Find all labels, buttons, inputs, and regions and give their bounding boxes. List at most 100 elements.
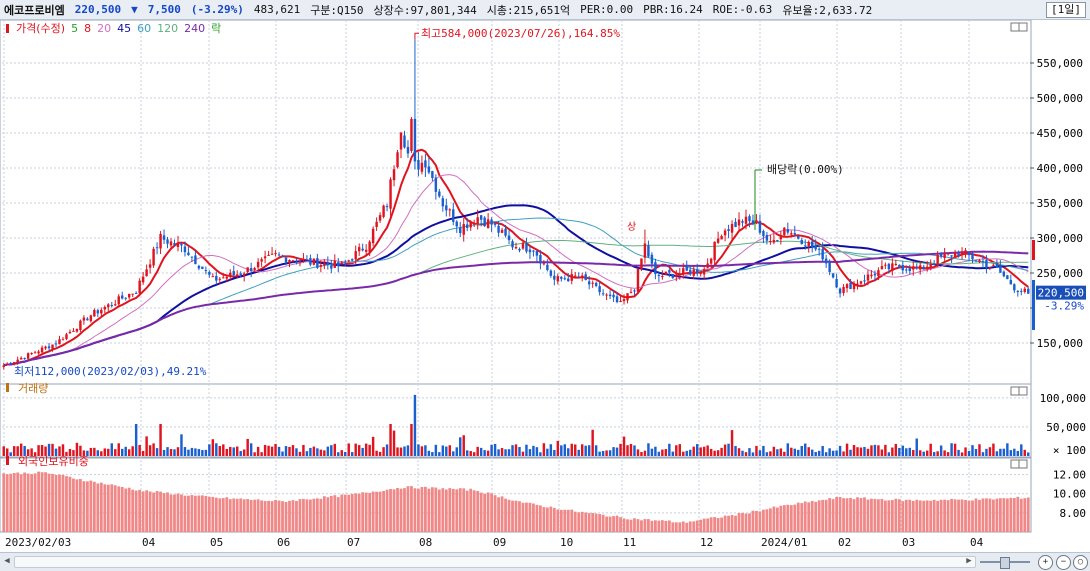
candle-body (330, 265, 333, 269)
volume-bar (270, 446, 274, 456)
zoom-slider-knob[interactable] (1000, 557, 1010, 569)
foreign-bar (497, 497, 500, 532)
volume-bar (392, 430, 396, 456)
candle-body (654, 262, 657, 275)
foreign-tick-label: 12.00 (1053, 469, 1086, 482)
candle-body (183, 246, 187, 253)
foreign-bar (514, 500, 518, 532)
candle-body (229, 272, 232, 277)
volume-bar (121, 448, 124, 456)
volume-bar (218, 446, 222, 456)
foreign-bar (946, 500, 950, 532)
candle-body (347, 260, 350, 262)
foreign-bar (768, 508, 772, 532)
volume-bar (671, 451, 675, 456)
last-price-label: 220,500 (1038, 287, 1084, 300)
foreign-bar (629, 519, 633, 532)
foreign-bar (225, 497, 229, 532)
candle-body (657, 274, 661, 276)
foreign-bar (486, 492, 490, 532)
foreign-bar (1019, 498, 1023, 532)
foreign-bar (981, 498, 985, 532)
candle-body (169, 241, 173, 246)
foreign-bar (727, 515, 730, 532)
volume-bar (361, 447, 364, 456)
foreign-bar (493, 495, 497, 532)
scroll-thumb[interactable] (14, 556, 976, 568)
scroll-left-icon[interactable]: ◀ (4, 556, 10, 566)
zoom-slider[interactable] (980, 557, 1030, 569)
candle-body (824, 258, 828, 264)
volume-bar (842, 451, 845, 456)
zoom-reset-icon[interactable]: ○ (1073, 555, 1088, 570)
candle-body (605, 294, 608, 296)
foreign-bar (37, 471, 40, 532)
candle-body (127, 293, 131, 298)
candle-body (222, 277, 225, 279)
foreign-bar (232, 498, 236, 532)
candle-body (570, 274, 573, 281)
candle-body (755, 220, 758, 224)
volume-bar (1006, 443, 1009, 456)
candle-body (434, 177, 438, 192)
foreign-bar (420, 487, 424, 532)
foreign-bar (699, 519, 703, 532)
zoom-in-icon[interactable]: + (1038, 555, 1053, 570)
candle-body (141, 276, 145, 283)
candle-body (486, 219, 490, 229)
foreign-bar (633, 518, 636, 532)
candle-body (887, 263, 891, 270)
price-range-down-bar (1032, 280, 1035, 330)
chart-scrollbar[interactable]: ◀ ▶ + − ○ (0, 552, 1090, 571)
foreign-bar (211, 496, 215, 532)
foreign-bar (859, 498, 863, 532)
x-axis-label: 04 (142, 536, 156, 549)
foreign-bar (772, 506, 776, 532)
volume-bar (176, 447, 180, 456)
volume-bar (1020, 444, 1023, 456)
foreign-bar (263, 501, 267, 532)
volume-bar (999, 448, 1002, 456)
volume-bar (675, 445, 678, 456)
volume-bar (274, 443, 277, 456)
foreign-bar (424, 486, 427, 532)
candle-body (967, 251, 971, 256)
foreign-bar (166, 492, 169, 532)
foreign-bar (925, 500, 929, 532)
foreign-bar (403, 488, 406, 532)
volume-unit-label: × 100 (1053, 444, 1086, 457)
foreign-bar (775, 507, 779, 532)
foreign-bar (103, 484, 107, 532)
volume-bar (375, 450, 378, 456)
foreign-bar (674, 522, 678, 532)
foreign-bar (200, 495, 204, 532)
volume-bar (476, 446, 479, 456)
foreign-bar (570, 509, 574, 532)
candle-body (730, 223, 734, 233)
candle-body (389, 179, 392, 209)
foreign-bar (953, 499, 957, 532)
volume-bar (490, 444, 493, 456)
candle-body (291, 260, 295, 262)
candle-body (51, 344, 54, 349)
price-title: 가격(수정) (16, 22, 65, 35)
foreign-bar (943, 499, 947, 532)
candle-body (16, 359, 19, 363)
timeframe-selector[interactable]: [1일] (1046, 2, 1086, 18)
candle-body (622, 299, 626, 302)
volume-bar (72, 450, 75, 456)
foreign-bar (427, 488, 431, 532)
volume-bar (267, 445, 270, 456)
zoom-out-icon[interactable]: − (1056, 555, 1071, 570)
candle-body (469, 222, 472, 228)
foreign-bar (61, 474, 65, 532)
scroll-right-icon[interactable]: ▶ (966, 556, 972, 566)
candle-body (173, 243, 176, 246)
volume-bar (452, 451, 455, 456)
foreign-bar (995, 498, 999, 532)
stock-chart[interactable]: 2023/02/03 04 05 06 07 08 09 10 11 12 2024/01 02 03 0… (0, 20, 1090, 552)
foreign-bar (894, 498, 898, 532)
foreign-bar (284, 502, 288, 532)
foreign-bar (992, 499, 995, 532)
volume-bar (960, 452, 964, 456)
